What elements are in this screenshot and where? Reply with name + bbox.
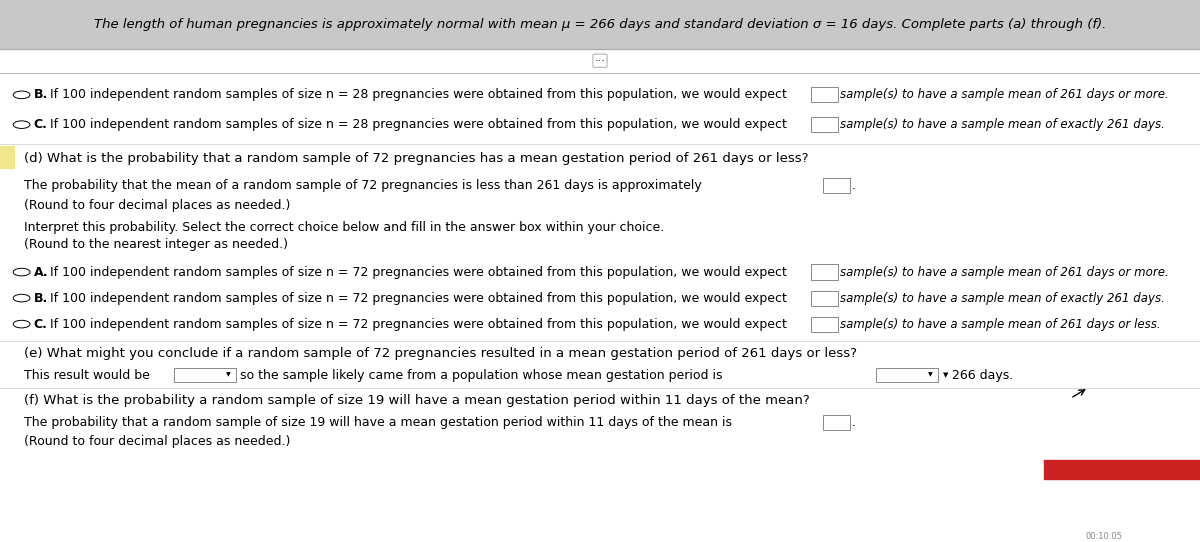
Text: C.: C. [34, 118, 48, 131]
FancyBboxPatch shape [876, 368, 938, 382]
Text: If 100 independent random samples of size n = 28 pregnancies were obtained from : If 100 independent random samples of siz… [50, 118, 787, 131]
Text: B.: B. [34, 292, 48, 305]
Text: sample(s) to have a sample mean of 261 days or less.: sample(s) to have a sample mean of 261 d… [840, 318, 1160, 331]
Text: ▼: ▼ [943, 372, 948, 378]
FancyBboxPatch shape [811, 291, 838, 306]
Text: ▼: ▼ [928, 372, 932, 378]
Bar [0, 146, 14, 168]
Text: A.: A. [34, 266, 48, 279]
Text: 00:10:05: 00:10:05 [1086, 532, 1122, 541]
Circle shape [13, 91, 30, 99]
Text: (f) What is the probability a random sample of size 19 will have a mean gestatio: (f) What is the probability a random sam… [24, 394, 810, 407]
FancyBboxPatch shape [811, 317, 838, 332]
Text: (e) What might you conclude if a random sample of 72 pregnancies resulted in a m: (e) What might you conclude if a random … [24, 347, 857, 360]
Bar [1044, 460, 1200, 479]
Text: ▼: ▼ [226, 372, 230, 378]
Text: (Round to the nearest integer as needed.): (Round to the nearest integer as needed.… [24, 238, 288, 251]
Text: sample(s) to have a sample mean of exactly 261 days.: sample(s) to have a sample mean of exact… [840, 292, 1165, 305]
Text: .: . [852, 416, 856, 429]
Circle shape [13, 320, 30, 328]
Circle shape [13, 294, 30, 302]
Text: B.: B. [34, 88, 48, 101]
Text: Interpret this probability. Select the correct choice below and fill in the answ: Interpret this probability. Select the c… [24, 221, 665, 234]
FancyBboxPatch shape [823, 415, 850, 430]
FancyBboxPatch shape [174, 368, 236, 382]
Text: (Round to four decimal places as needed.): (Round to four decimal places as needed.… [24, 199, 290, 212]
Circle shape [13, 121, 30, 128]
Circle shape [13, 268, 30, 276]
FancyBboxPatch shape [811, 87, 838, 102]
Text: (d) What is the probability that a random sample of 72 pregnancies has a mean ge: (d) What is the probability that a rando… [24, 152, 809, 165]
Bar [0, 0, 1200, 49]
Text: C.: C. [34, 318, 48, 331]
FancyBboxPatch shape [811, 117, 838, 132]
Text: If 100 independent random samples of size n = 72 pregnancies were obtained from : If 100 independent random samples of siz… [50, 292, 787, 305]
Text: The length of human pregnancies is approximately normal with mean μ = 266 days a: The length of human pregnancies is appro… [94, 18, 1106, 31]
Text: 266 days.: 266 days. [952, 369, 1013, 382]
Text: sample(s) to have a sample mean of 261 days or more.: sample(s) to have a sample mean of 261 d… [840, 266, 1169, 279]
Text: The probability that the mean of a random sample of 72 pregnancies is less than : The probability that the mean of a rando… [24, 179, 702, 192]
Text: (Round to four decimal places as needed.): (Round to four decimal places as needed.… [24, 435, 290, 448]
Text: If 100 independent random samples of size n = 72 pregnancies were obtained from : If 100 independent random samples of siz… [50, 318, 787, 331]
Text: The probability that a random sample of size 19 will have a mean gestation perio: The probability that a random sample of … [24, 416, 732, 429]
Text: .: . [852, 179, 856, 192]
Text: This result would be: This result would be [24, 369, 150, 382]
FancyBboxPatch shape [823, 178, 850, 193]
Text: sample(s) to have a sample mean of exactly 261 days.: sample(s) to have a sample mean of exact… [840, 118, 1165, 131]
FancyBboxPatch shape [811, 264, 838, 280]
Text: ···: ··· [594, 56, 606, 66]
Text: If 100 independent random samples of size n = 72 pregnancies were obtained from : If 100 independent random samples of siz… [50, 266, 787, 279]
Text: sample(s) to have a sample mean of 261 days or more.: sample(s) to have a sample mean of 261 d… [840, 88, 1169, 101]
Text: If 100 independent random samples of size n = 28 pregnancies were obtained from : If 100 independent random samples of siz… [50, 88, 787, 101]
Text: so the sample likely came from a population whose mean gestation period is: so the sample likely came from a populat… [240, 369, 722, 382]
